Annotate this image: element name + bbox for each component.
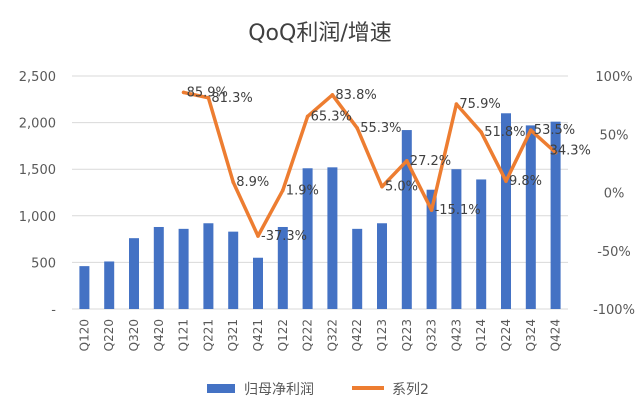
- bar: [377, 223, 387, 309]
- x-tick-label: Q122: [276, 319, 290, 351]
- bar: [253, 257, 263, 309]
- x-tick-label: Q321: [226, 319, 240, 351]
- data-label: 81.3%: [211, 91, 252, 106]
- data-label: 55.3%: [360, 121, 401, 136]
- x-tick-label: Q220: [102, 319, 116, 351]
- data-label: 1.9%: [286, 183, 319, 198]
- line-point: [479, 130, 484, 134]
- data-label: 75.9%: [459, 97, 500, 112]
- bar-layer: [79, 113, 561, 309]
- y-right-tick-label: 50%: [600, 128, 629, 143]
- x-tick-label: Q422: [350, 319, 364, 351]
- data-label: 8.9%: [236, 175, 269, 190]
- y-right-tick-label: 100%: [595, 70, 632, 85]
- y-right-tick-label: -50%: [597, 245, 631, 260]
- line-point: [429, 208, 434, 212]
- chart-title: QoQ利润/增速: [248, 21, 392, 46]
- y-right-tick-label: 0%: [604, 187, 625, 202]
- data-label: 51.8%: [484, 125, 525, 140]
- line-point: [553, 150, 558, 155]
- bar: [476, 179, 487, 309]
- line-point: [181, 90, 186, 95]
- data-label: 34.3%: [550, 144, 591, 159]
- x-tick-label: Q124: [474, 319, 488, 351]
- bar: [228, 231, 239, 309]
- x-tick-label: Q324: [524, 319, 538, 351]
- y-left-tick-label: 1,500: [19, 163, 56, 178]
- line-point: [231, 180, 235, 184]
- bar: [327, 167, 338, 309]
- x-tick-label: Q424: [549, 319, 563, 351]
- legend: 归母净利润 系列2: [207, 381, 429, 398]
- line-point: [405, 159, 409, 163]
- bar: [104, 261, 115, 309]
- line-point: [305, 114, 310, 119]
- line-point: [355, 126, 360, 130]
- axis-layer: - 500 1,000 1,500 2,000 2,500 -100% -50% 0% 50% 10…: [19, 70, 635, 351]
- bar: [451, 169, 462, 309]
- data-label: 9.8%: [509, 174, 542, 189]
- bar: [302, 168, 313, 309]
- y-left-tick-label: 2,500: [19, 70, 56, 85]
- data-label: 27.2%: [410, 154, 451, 169]
- data-label: 85.9%: [187, 85, 228, 100]
- y-left-tick-label: 500: [31, 256, 56, 271]
- line-point: [206, 95, 211, 100]
- x-tick-label: Q323: [425, 319, 439, 351]
- x-tick-label: Q224: [499, 319, 513, 351]
- x-tick-label: Q222: [301, 319, 315, 351]
- y-left-tick-label: -: [51, 303, 56, 318]
- line-point: [504, 179, 508, 183]
- series-line: [181, 90, 558, 238]
- bar: [178, 228, 189, 309]
- bar: [277, 226, 288, 309]
- bar: [426, 189, 437, 309]
- bar: [525, 125, 536, 309]
- x-tick-label: Q423: [449, 319, 463, 351]
- x-tick-label: Q320: [127, 319, 141, 351]
- data-label: 53.5%: [534, 123, 575, 138]
- bar: [153, 226, 164, 309]
- bar: [550, 121, 561, 309]
- bar: [401, 130, 412, 309]
- data-label: 83.8%: [335, 88, 376, 103]
- legend-label-bar: 归母净利润: [244, 381, 314, 398]
- x-tick-label: Q121: [177, 319, 191, 351]
- line-point: [529, 128, 533, 132]
- y-right-tick-label: -100%: [593, 303, 635, 318]
- x-tick-label: Q221: [201, 319, 215, 351]
- data-label: -15.1%: [435, 203, 481, 218]
- line-layer: [181, 90, 558, 238]
- bar: [203, 223, 214, 309]
- data-label: -37.3%: [261, 229, 307, 244]
- data-label: 65.3%: [311, 109, 352, 124]
- label-layer: 85.9%81.3% 8.9% -37.3% 1.9% 65.3% 83.8% 55.3% 5…: [187, 85, 591, 244]
- legend-label-line: 系列2: [392, 382, 429, 398]
- y-left-tick-label: 2,000: [19, 117, 56, 132]
- legend-swatch-bar: [207, 384, 235, 393]
- bar: [129, 238, 139, 309]
- x-tick-label: Q420: [152, 319, 166, 351]
- line-point: [256, 234, 260, 238]
- line-point: [380, 184, 384, 189]
- x-tick-label: Q120: [77, 319, 91, 351]
- bar: [79, 266, 90, 309]
- x-tick-label: Q421: [251, 319, 265, 351]
- bar: [501, 113, 511, 309]
- y-left-tick-label: 1,000: [19, 210, 56, 225]
- line-point: [454, 102, 459, 106]
- line-point: [330, 93, 335, 97]
- data-label: 5.0%: [385, 180, 418, 195]
- x-tick-label: Q123: [375, 319, 389, 351]
- x-tick-label: Q322: [325, 319, 339, 351]
- bar: [352, 228, 363, 309]
- x-tick-label: Q223: [400, 319, 414, 351]
- line-point: [281, 188, 285, 193]
